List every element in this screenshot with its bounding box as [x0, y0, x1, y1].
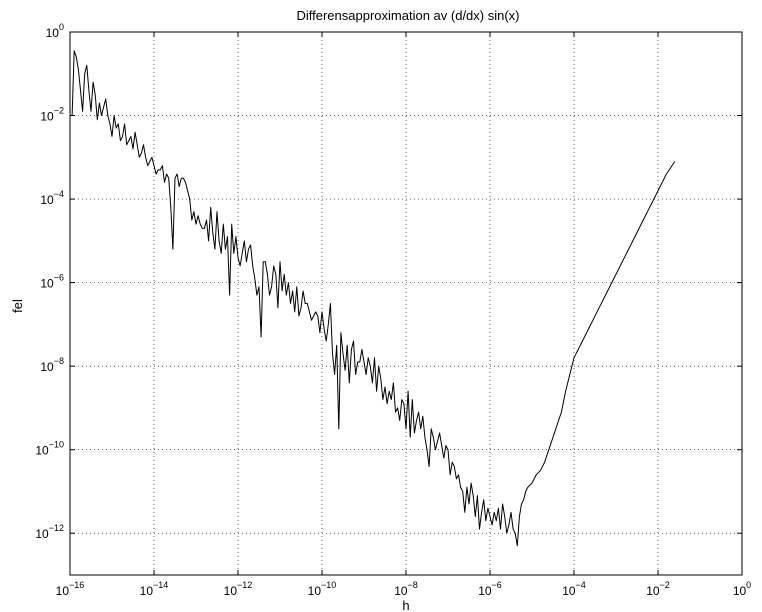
x-tick-label: 10−16 — [56, 580, 85, 598]
y-tick-label: 10−6 — [40, 273, 64, 291]
x-tick-label: 10−2 — [646, 580, 670, 598]
x-tick-label: 10−8 — [394, 580, 418, 598]
x-tick-label: 10−10 — [308, 580, 337, 598]
y-tick-label: 10−10 — [35, 440, 64, 458]
plot-frame — [69, 31, 743, 576]
y-tick-label: 100 — [46, 22, 64, 40]
grid-lines — [70, 32, 742, 575]
x-axis-label: h — [402, 598, 409, 612]
chart-title: Differensapproximation av (d/dx) sin(x) — [296, 8, 519, 23]
x-tick-label: 100 — [733, 580, 751, 598]
x-tick-label: 10−14 — [140, 580, 169, 598]
y-tick-label: 10−4 — [40, 189, 64, 207]
y-tick-label: 10−12 — [35, 523, 64, 541]
x-tick-label: 10−6 — [478, 580, 502, 598]
y-tick-label: 10−8 — [40, 356, 64, 374]
x-tick-label: 10−4 — [562, 580, 586, 598]
series-line — [71, 50, 676, 547]
y-axis-label: fel — [10, 299, 25, 313]
y-tick-label: 10−2 — [40, 106, 64, 124]
x-tick-label: 10−12 — [224, 580, 253, 598]
axis-ticks: 10−16 10−14 10−12 10−10 10−8 10−6 10−4 10−2 100 1… — [35, 22, 751, 598]
